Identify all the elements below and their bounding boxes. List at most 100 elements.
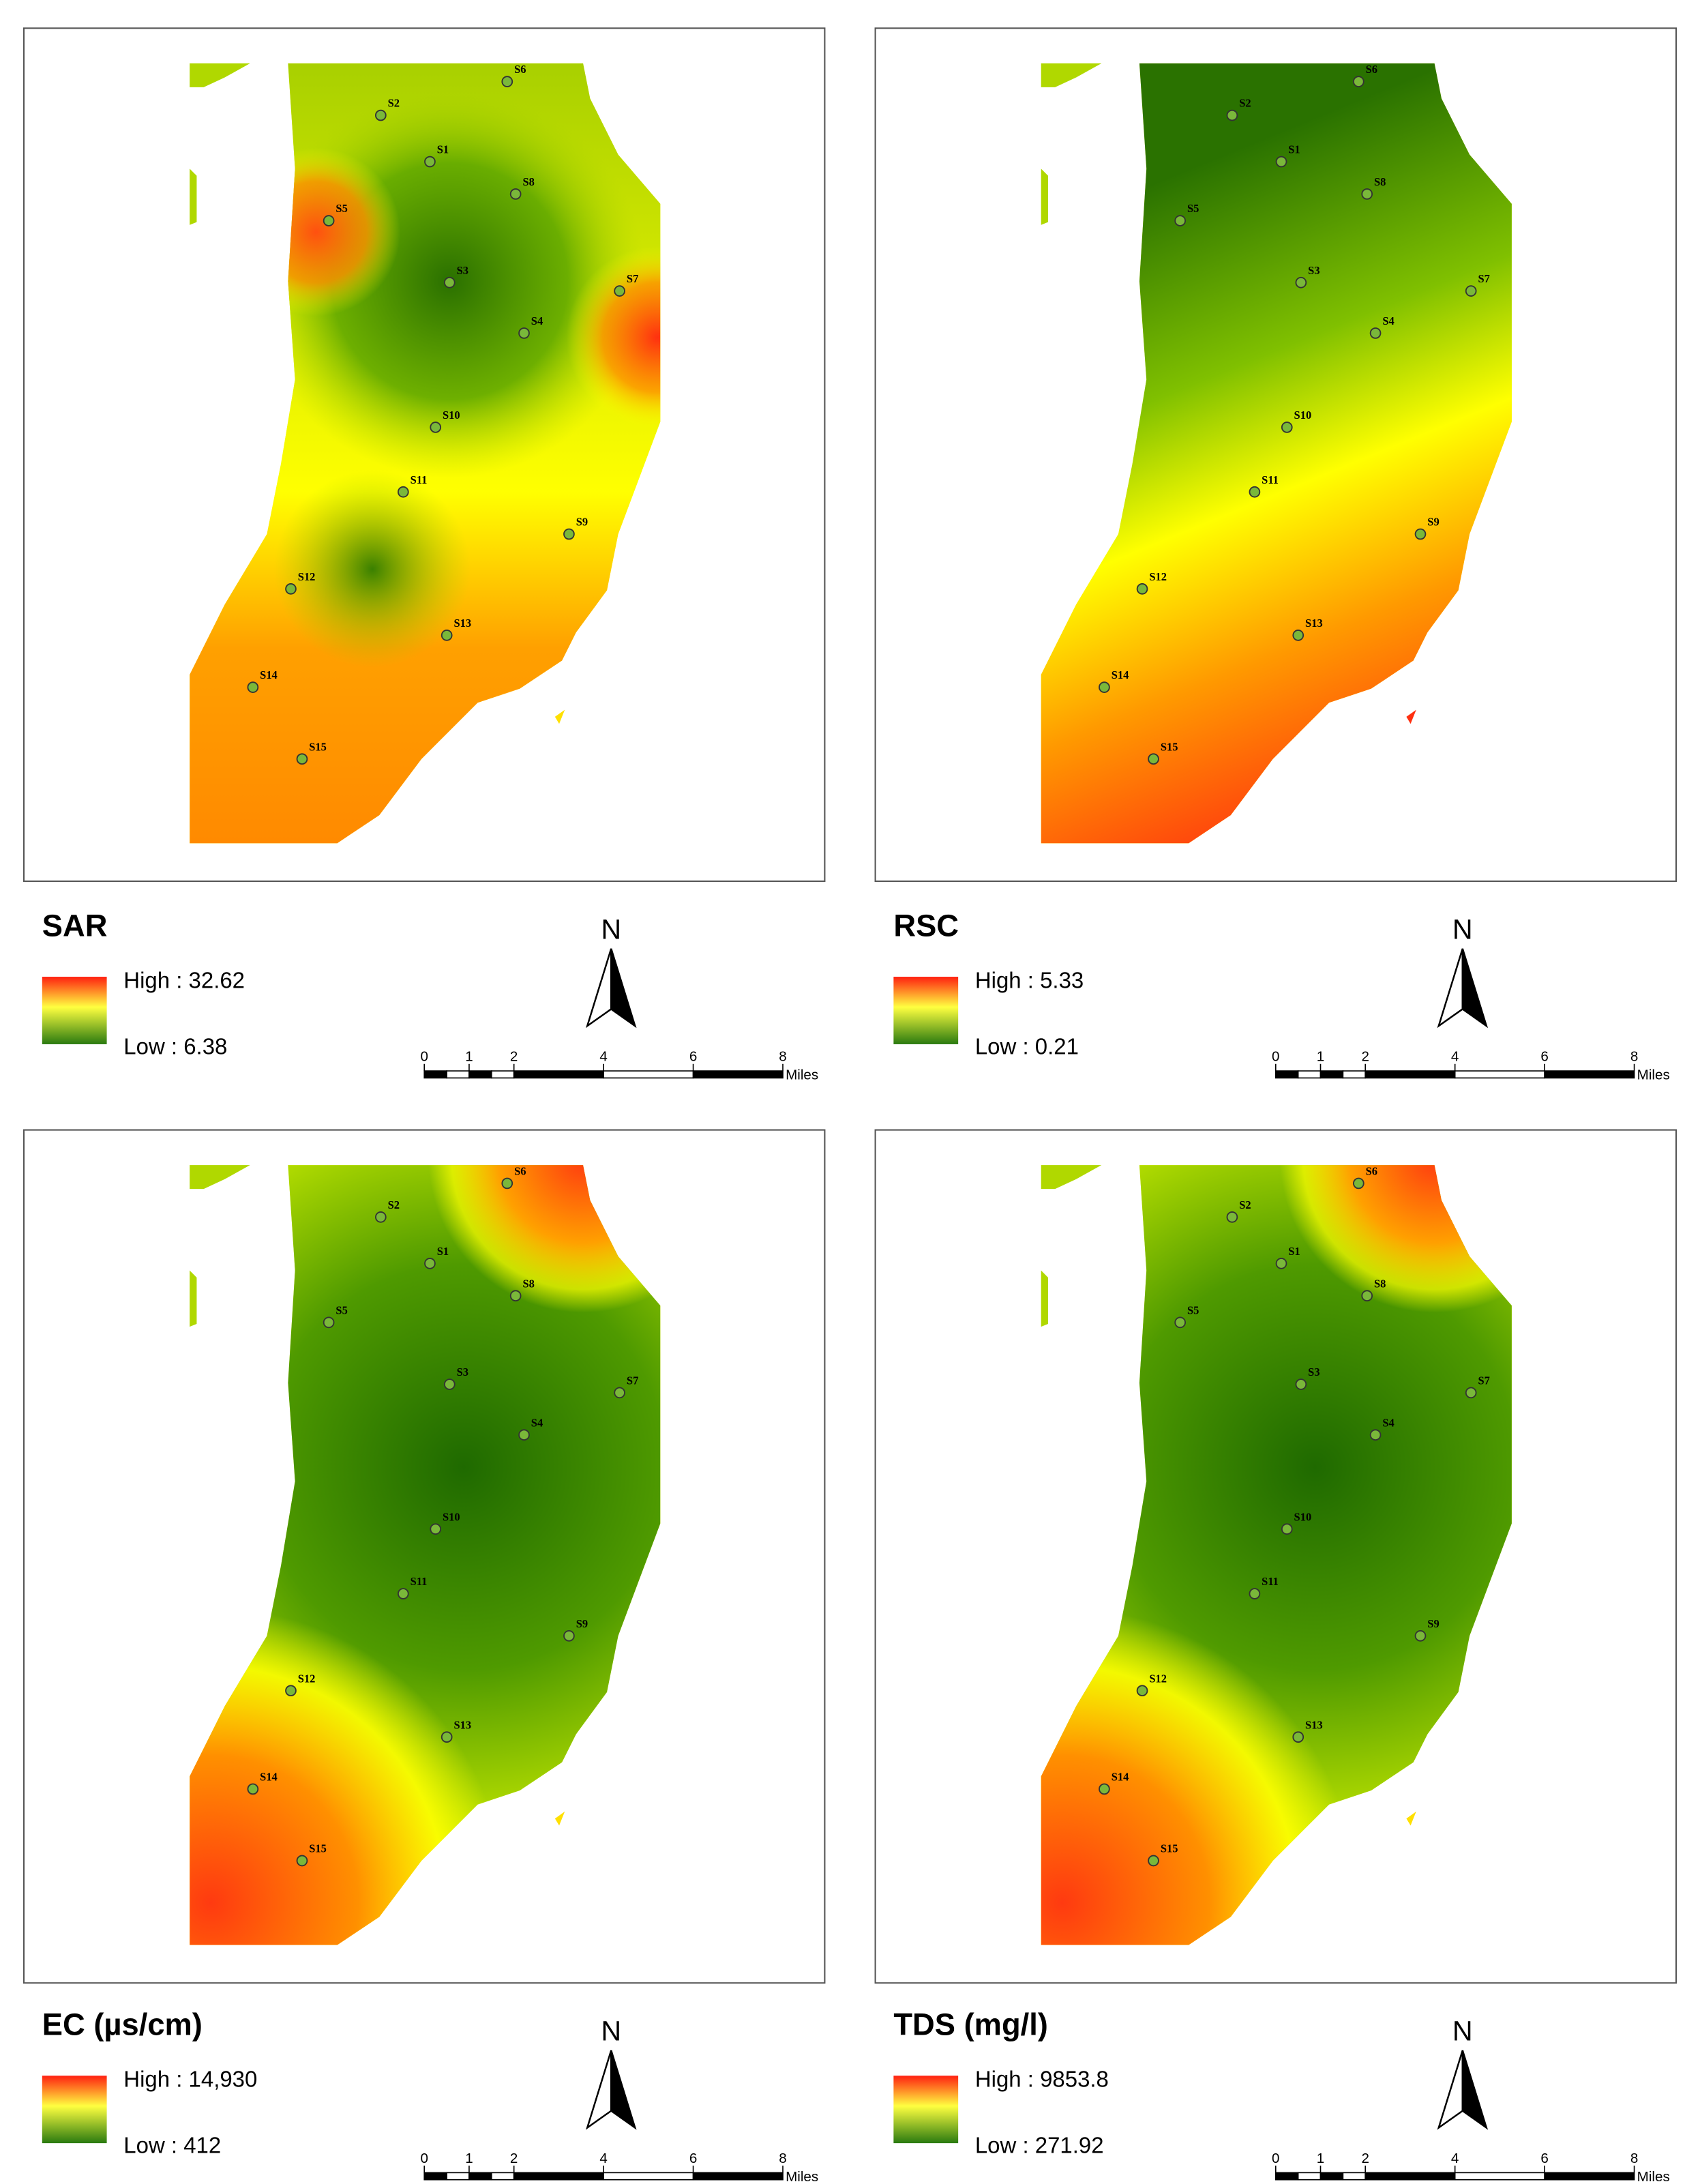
north-arrow-left (1437, 948, 1464, 1029)
station (296, 1855, 308, 1867)
islet (1406, 1811, 1416, 1826)
scale-unit: Miles (1637, 1067, 1670, 1082)
station-label: S4 (1382, 314, 1394, 327)
north-arrow-right (610, 948, 637, 1029)
station (1352, 76, 1365, 87)
scale-tick-label: 8 (1630, 1049, 1638, 1065)
station-label: S14 (260, 1771, 278, 1784)
legend-title: RSC (893, 908, 959, 943)
station-label: S8 (1374, 175, 1386, 188)
north-arrow-right (1461, 2050, 1489, 2130)
scale-tick-label: 8 (779, 1049, 786, 1065)
scale-unit: Miles (786, 2169, 818, 2184)
station-label: S1 (437, 143, 449, 156)
station (397, 486, 409, 498)
legend-low: Low : 412 (123, 2133, 221, 2158)
scale-tick-label: 6 (689, 1049, 697, 1065)
station (509, 188, 522, 200)
scale-tick-label: 6 (1540, 1049, 1548, 1065)
station-label: S12 (298, 1672, 316, 1685)
station (441, 1731, 453, 1743)
scale-segment (1274, 2172, 1299, 2181)
scale-unit: Miles (786, 1067, 818, 1082)
map-panel: S1 S2 S3 S4 S5 S6 S7 S8 S9 S10 S11 S12 S13 S14 S15 RSC H… (874, 27, 1677, 1082)
station (1369, 1429, 1382, 1441)
station (614, 285, 625, 297)
station (375, 109, 387, 121)
station-label: S15 (1161, 1842, 1178, 1855)
station (285, 583, 297, 595)
scale-segment (513, 1070, 604, 1079)
station-label: S1 (437, 1245, 449, 1258)
north-arrow-right (610, 2050, 637, 2130)
north-arrow-left (585, 2050, 612, 2130)
station-label: S7 (627, 272, 638, 285)
scale-tick-label: 8 (1630, 2151, 1638, 2166)
scale-segment (490, 2172, 515, 2181)
station-label: S14 (260, 668, 278, 681)
station-label: S2 (1239, 97, 1251, 110)
station (1281, 1523, 1293, 1535)
islet (1041, 1165, 1102, 1190)
station (247, 681, 259, 693)
station-label: S5 (335, 1304, 347, 1317)
scale-segment (446, 2172, 470, 2181)
station (397, 1588, 409, 1599)
islet (190, 168, 197, 225)
station (1174, 215, 1187, 226)
legend-swatch (42, 977, 107, 1044)
station (1295, 1378, 1307, 1390)
station-label: S10 (1294, 409, 1312, 422)
station-label: S14 (1112, 668, 1129, 681)
station (1369, 327, 1382, 339)
scale-segment (692, 1070, 784, 1079)
station (1275, 156, 1287, 168)
scale-segment (446, 1070, 470, 1079)
scale-segment (1544, 2172, 1635, 2181)
station (323, 215, 335, 226)
station-label: S11 (411, 473, 428, 486)
station-label: S5 (1187, 1304, 1199, 1317)
map-panel: S1 S2 S3 S4 S5 S6 S7 S8 S9 S10 S11 S12 S13 S14 S15 TDS … (874, 1129, 1677, 2184)
north-arrow-left (1437, 2050, 1464, 2130)
station-label: S2 (388, 97, 400, 110)
station (1352, 1177, 1365, 1190)
station (1148, 1855, 1159, 1867)
legend-title: TDS (mg/l) (893, 2007, 1048, 2041)
north-label: N (1452, 2016, 1473, 2047)
station (285, 1685, 297, 1697)
legend-low: Low : 0.21 (975, 1033, 1079, 1059)
legend-low: Low : 6.38 (123, 1033, 227, 1059)
scale-tick-label: 4 (1451, 2151, 1459, 2166)
legend-high: High : 14,930 (123, 2067, 257, 2092)
station-label: S11 (411, 1575, 428, 1588)
legend-high: High : 5.33 (975, 968, 1084, 993)
station (501, 76, 513, 87)
legend-swatch (893, 977, 959, 1044)
station-label: S10 (1294, 1510, 1312, 1523)
scale-segment (1297, 2172, 1322, 2181)
station (430, 1523, 442, 1535)
station-label: S15 (1161, 740, 1178, 753)
station (443, 1378, 456, 1390)
islet (190, 1270, 197, 1327)
scale-tick-label: 1 (465, 2151, 473, 2166)
islet (1406, 709, 1416, 724)
scale-tick-label: 6 (689, 2151, 697, 2166)
station-label: S5 (335, 202, 347, 215)
station (1465, 1387, 1477, 1399)
station (501, 1177, 513, 1190)
station-label: S3 (1308, 1366, 1319, 1378)
islet (190, 1165, 250, 1190)
station (1099, 681, 1110, 693)
station-label: S7 (1478, 272, 1489, 285)
scale-tick-label: 4 (599, 1049, 607, 1065)
scale-tick-label: 0 (1272, 1049, 1279, 1065)
scale-segment (1274, 1070, 1299, 1079)
station (1465, 285, 1477, 297)
station (518, 327, 530, 339)
station-label: S4 (1382, 1416, 1394, 1429)
station-label: S5 (1187, 202, 1199, 215)
